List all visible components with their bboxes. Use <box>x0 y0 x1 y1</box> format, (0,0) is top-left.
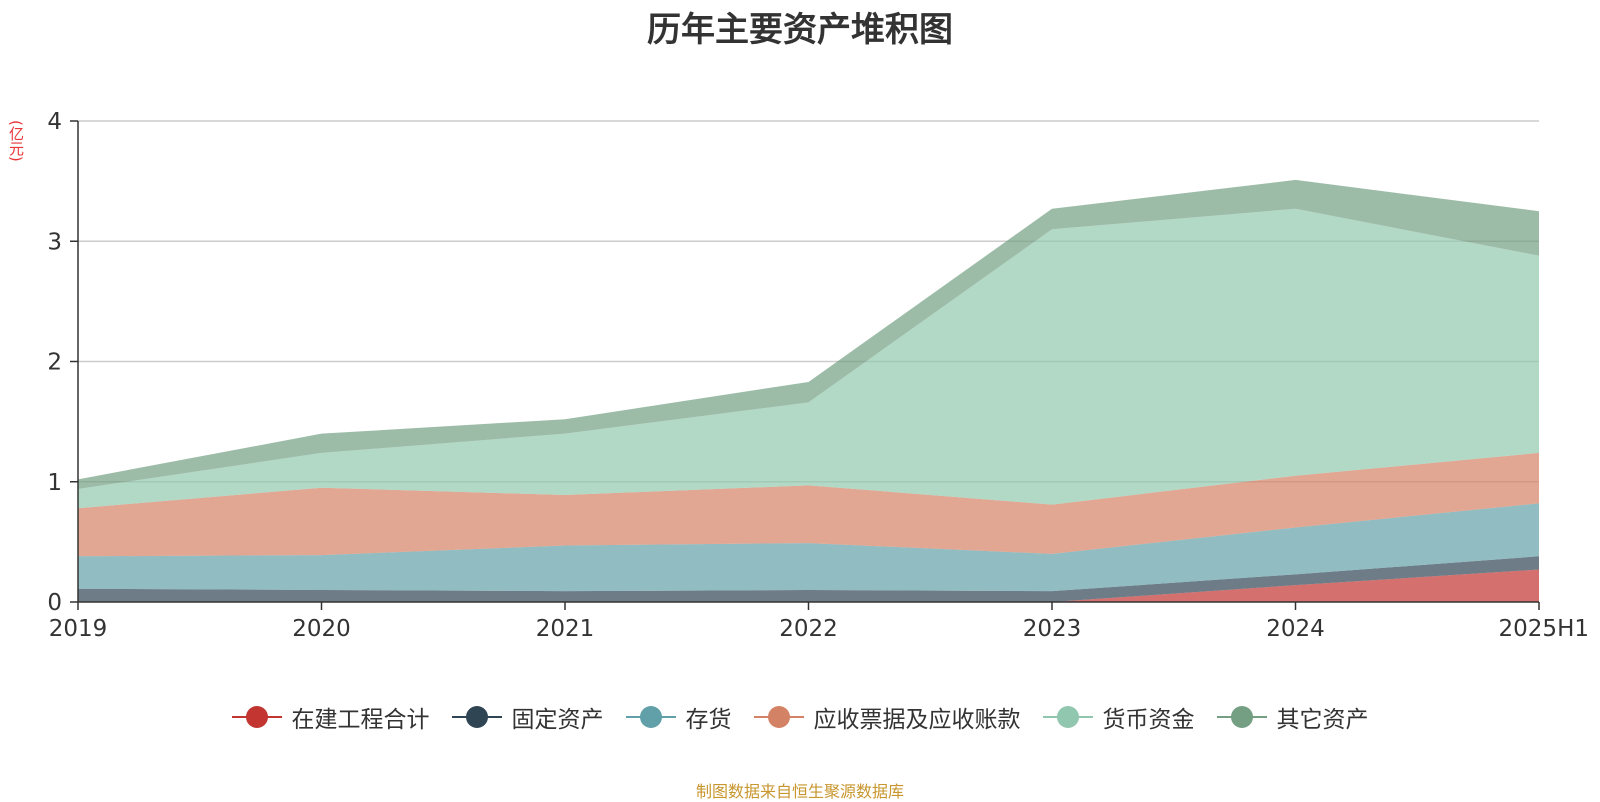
legend-item[interactable]: 货币资金 <box>1042 700 1195 734</box>
legend-marker-icon <box>231 705 282 729</box>
legend-label: 固定资产 <box>511 707 604 733</box>
x-tick-label: 2020 <box>292 616 351 642</box>
legend-item[interactable]: 固定资产 <box>451 700 604 734</box>
legend-marker-icon <box>753 705 804 729</box>
data-source-note: 制图数据来自恒生聚源数据库 <box>695 782 904 801</box>
x-tick-label: 2025H1 <box>1499 616 1589 642</box>
legend-label: 其它资产 <box>1276 707 1369 733</box>
legend-label: 货币资金 <box>1102 707 1195 733</box>
y-tick-label: 3 <box>47 229 62 255</box>
area-series <box>78 208 1539 509</box>
legend-marker-icon <box>451 705 502 729</box>
legend-label: 存货 <box>685 707 732 733</box>
stacked-areas <box>78 179 1539 602</box>
legend-label: 在建工程合计 <box>291 707 430 733</box>
legend-marker-icon <box>625 705 676 729</box>
axes: 0 1 2 3 4 2019 2020 2021 2022 2023 2024 2025H1 <box>47 109 1589 642</box>
legend: 在建工程合计 固定资产 存货 应收票据及应收账款 货币资金 其它资产 <box>0 700 1600 734</box>
y-tick-label: 4 <box>47 109 62 135</box>
area-series <box>78 569 1539 602</box>
area-series <box>78 503 1539 592</box>
x-tick-label: 2022 <box>779 616 838 642</box>
legend-marker-icon <box>1042 705 1093 729</box>
legend-marker-icon <box>1216 705 1267 729</box>
x-tick-label: 2024 <box>1266 616 1325 642</box>
y-tick-label: 2 <box>47 350 62 376</box>
legend-label: 应收票据及应收账款 <box>813 707 1021 733</box>
chart-title: 历年主要资产堆积图 <box>647 10 953 50</box>
area-series <box>78 452 1539 557</box>
legend-item[interactable]: 其它资产 <box>1216 700 1369 734</box>
x-tick-label: 2023 <box>1023 616 1082 642</box>
legend-item[interactable]: 存货 <box>625 700 732 734</box>
y-tick-label: 1 <box>47 470 62 496</box>
x-tick-label: 2021 <box>536 616 595 642</box>
legend-item[interactable]: 应收票据及应收账款 <box>753 700 1021 734</box>
y-axis-unit-label: (亿元) <box>7 120 25 162</box>
x-tick-label: 2019 <box>49 616 108 642</box>
legend-item[interactable]: 在建工程合计 <box>231 700 430 734</box>
y-tick-label: 0 <box>47 590 62 616</box>
area-series <box>78 179 1539 489</box>
